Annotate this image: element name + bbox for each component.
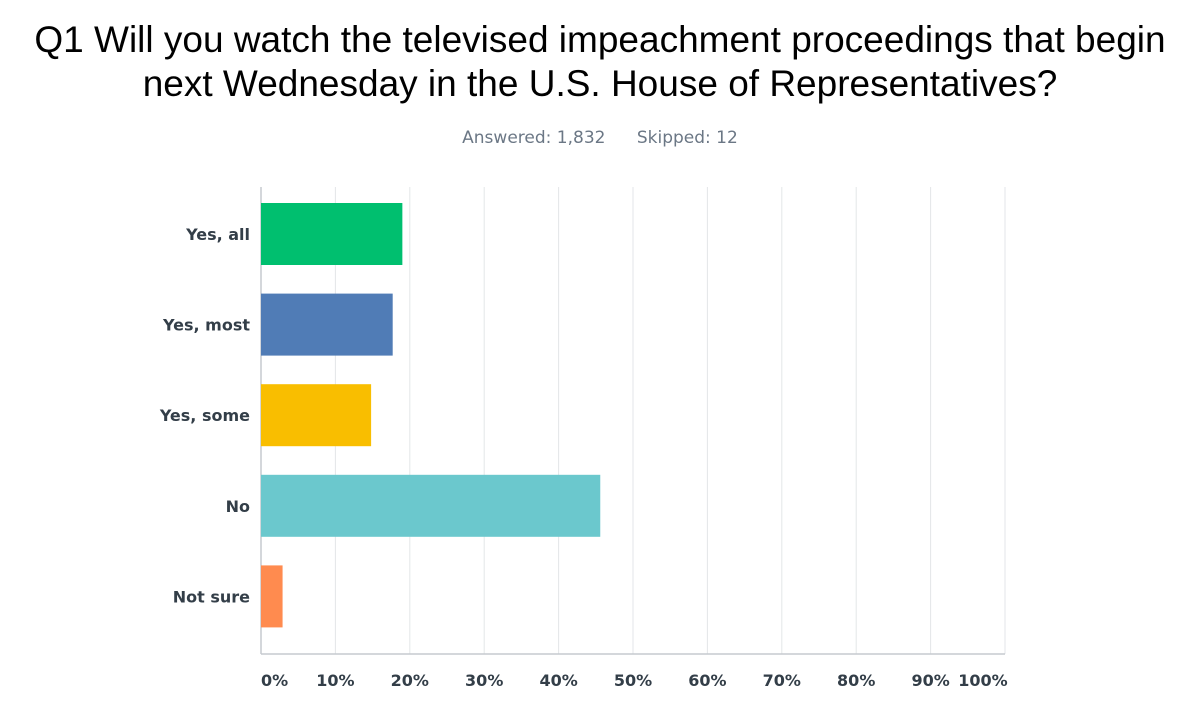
category-label: Yes, most — [162, 316, 250, 335]
x-tick-label: 50% — [614, 671, 652, 690]
x-tick-label: 0% — [261, 671, 288, 690]
bar — [261, 384, 372, 447]
question-line-1: Q1 Will you watch the televised impeachm… — [34, 19, 1166, 60]
response-stats: Answered: 1,832 Skipped: 12 — [0, 128, 1200, 148]
category-label: Not sure — [173, 587, 250, 606]
bar — [261, 474, 601, 537]
question-line-2: next Wednesday in the U.S. House of Repr… — [142, 63, 1058, 104]
answered-count: Answered: 1,832 — [462, 128, 606, 148]
x-tick-label: 70% — [763, 671, 801, 690]
x-tick-label: 90% — [911, 671, 949, 690]
bar — [261, 203, 403, 265]
x-tick-label: 40% — [539, 671, 577, 690]
x-tick-label: 10% — [316, 671, 354, 690]
bar — [261, 565, 283, 628]
x-tick-label: 100% — [958, 671, 1007, 690]
bar — [261, 293, 393, 356]
x-tick-label: 60% — [688, 671, 726, 690]
category-label: No — [226, 497, 250, 516]
question-title: Q1 Will you watch the televised impeachm… — [0, 18, 1200, 106]
x-tick-label: 80% — [837, 671, 875, 690]
skipped-count: Skipped: 12 — [636, 128, 738, 148]
x-tick-label: 30% — [465, 671, 503, 690]
category-label: Yes, some — [159, 406, 250, 425]
x-tick-label: 20% — [391, 671, 429, 690]
category-label: Yes, all — [185, 225, 250, 244]
